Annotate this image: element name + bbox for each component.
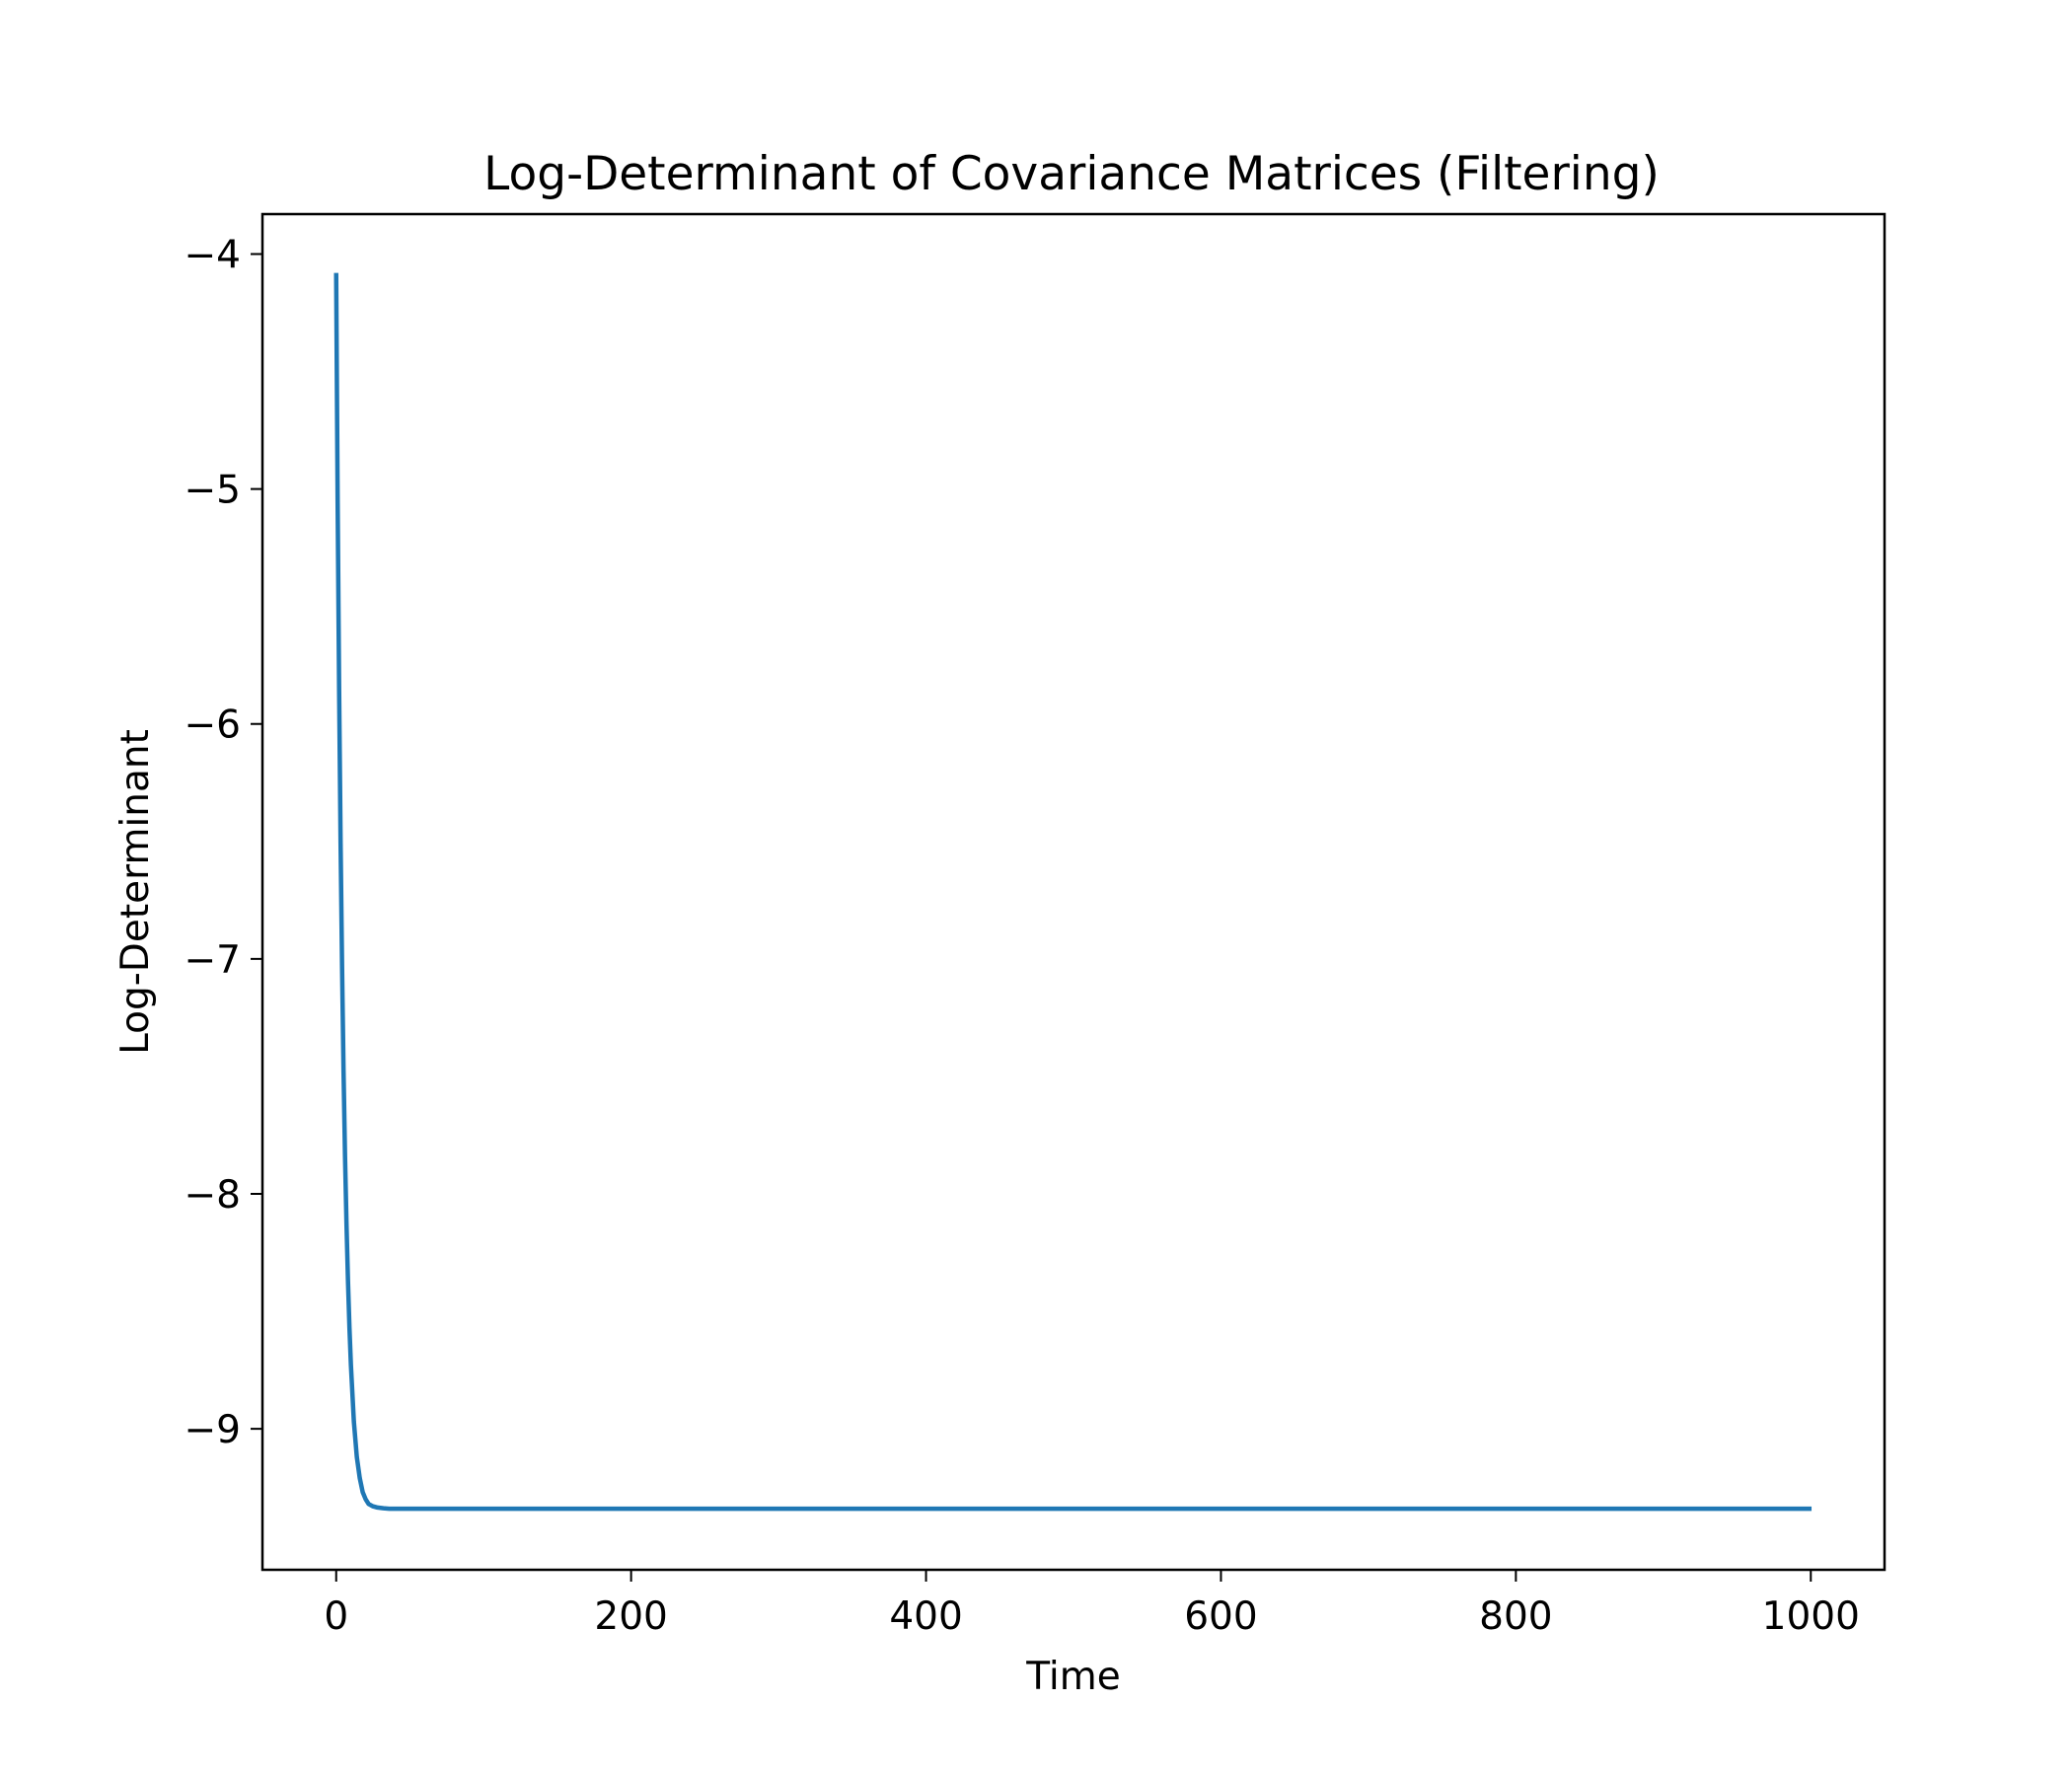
x-tick-label: 0: [324, 1594, 348, 1639]
y-axis: −4 −5 −6 −7 −8 −9: [185, 233, 262, 1452]
y-tick-label: −9: [185, 1408, 242, 1452]
x-tick-label: 400: [889, 1594, 962, 1639]
x-axis: 0 200 400 600 800 1000: [324, 1570, 1860, 1639]
y-tick-label: −8: [185, 1173, 242, 1218]
y-tick-label: −6: [185, 703, 242, 748]
y-axis-label: Log-Determinant: [113, 729, 158, 1055]
x-axis-label: Time: [1025, 1655, 1120, 1699]
x-tick-label: 800: [1479, 1594, 1552, 1639]
y-tick-label: −4: [185, 233, 242, 277]
chart-title: Log-Determinant of Covariance Matrices (…: [483, 147, 1660, 201]
x-tick-label: 200: [594, 1594, 667, 1639]
x-tick-label: 1000: [1762, 1594, 1860, 1639]
y-tick-label: −5: [185, 469, 242, 513]
y-tick-label: −7: [185, 938, 242, 983]
series-line-0: [333, 272, 1813, 1512]
plot-area: [333, 272, 1813, 1512]
x-tick-label: 600: [1184, 1594, 1257, 1639]
axes-frame: [260, 212, 1887, 1572]
